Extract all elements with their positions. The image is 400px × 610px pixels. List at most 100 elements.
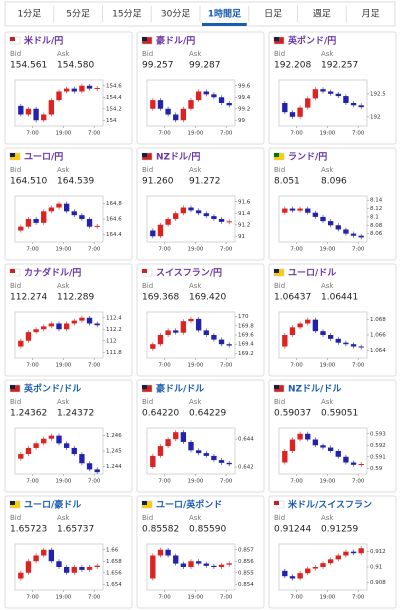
x-tick-label: 7:00 (88, 595, 101, 601)
candle (18, 226, 24, 231)
pair-name[interactable]: NZドル/ドル (288, 384, 341, 395)
candle (203, 563, 209, 566)
tab[interactable]: 月足 (362, 9, 380, 20)
y-tick-label: 91.2 (238, 222, 250, 228)
candle (150, 230, 156, 237)
candle (282, 451, 288, 463)
pair-name[interactable]: 豪ドル/ドル (156, 383, 204, 395)
tab[interactable]: 30分足 (161, 9, 190, 20)
pair-name[interactable]: 米ドル/円 (23, 35, 63, 47)
y-tick-label: 0.912 (370, 549, 386, 555)
y-tick-label: 0.593 (370, 431, 386, 437)
pair-name[interactable]: スイスフラン/円 (156, 268, 222, 279)
x-tick-label: 7:00 (158, 595, 171, 601)
candle (33, 108, 39, 121)
tab[interactable]: 5分足 (66, 9, 90, 20)
tab[interactable]: 15分足 (112, 9, 141, 20)
candle (218, 339, 225, 345)
candle (188, 561, 194, 567)
bid-value: 8.051 (274, 177, 300, 187)
candle (282, 208, 288, 213)
candle (165, 439, 171, 447)
candle (289, 327, 296, 335)
ask-label: Ask (189, 166, 202, 174)
candle (297, 433, 303, 440)
candle (312, 89, 319, 99)
candle (358, 105, 364, 108)
bid-value: 0.64220 (142, 409, 179, 419)
candle (180, 563, 187, 567)
tab[interactable]: 週足 (313, 9, 331, 20)
candle (180, 207, 187, 214)
ask-value: 164.539 (57, 177, 94, 187)
pair-name[interactable]: 英ポンド/ドル (23, 383, 81, 395)
x-tick-label: 7:00 (26, 595, 39, 601)
candle (297, 323, 303, 328)
bid-label: Bid (10, 282, 21, 290)
pair-name[interactable]: 英ポンド/円 (287, 35, 336, 47)
candle (188, 318, 194, 322)
ask-label: Ask (321, 282, 334, 290)
flag-part (274, 37, 279, 41)
candle (165, 330, 171, 335)
pair-name[interactable]: ユーロ/英ポンド (156, 499, 222, 511)
candle (48, 207, 55, 212)
x-tick-label: 19:00 (319, 595, 335, 601)
y-tick-label: 1.246 (106, 433, 122, 439)
tab[interactable]: 1分足 (18, 9, 42, 20)
tab[interactable]: 日足 (264, 9, 282, 20)
candle (335, 451, 341, 457)
candle (157, 224, 164, 237)
candle (71, 447, 77, 455)
candle (18, 340, 24, 347)
ask-value: 112.289 (57, 293, 94, 303)
ask-label: Ask (189, 50, 202, 58)
x-tick-label: 7:00 (290, 131, 303, 137)
y-tick-label: 1.66 (106, 547, 119, 553)
tab-underline (202, 23, 247, 26)
bid-value: 0.59037 (274, 409, 311, 419)
bid-label: Bid (10, 166, 21, 174)
candle (358, 463, 364, 465)
candle (335, 225, 341, 230)
candle (297, 573, 303, 579)
pair-name[interactable]: カナダドル/円 (24, 267, 81, 279)
y-tick-label: 1.066 (370, 333, 386, 339)
y-tick-label: 0.857 (238, 547, 254, 553)
bid-value: 1.06437 (274, 293, 311, 303)
y-tick-label: 1.245 (106, 449, 122, 455)
pair-name[interactable]: ユーロ/豪ドル (24, 499, 81, 511)
pair-name[interactable]: ユーロ/ドル (288, 268, 336, 279)
candle (79, 454, 85, 464)
candle (25, 561, 32, 573)
y-tick-label: 0.591 (370, 454, 386, 460)
candle (157, 335, 164, 345)
flag-part (142, 501, 147, 505)
candle (282, 570, 288, 577)
y-tick-label: 1.656 (106, 570, 122, 576)
candle (320, 563, 326, 567)
y-tick-label: 99.4 (238, 95, 251, 101)
ask-value: 1.65737 (57, 525, 94, 535)
pair-name[interactable]: ユーロ/円 (24, 152, 63, 163)
ask-value: 1.06441 (321, 293, 358, 303)
pair-name[interactable]: 米ドル/スイスフラン (287, 499, 372, 511)
candle (312, 319, 319, 332)
flag-part (274, 501, 279, 505)
bid-value: 0.85582 (142, 525, 179, 535)
y-tick-label: 169.2 (238, 351, 254, 357)
candle (358, 548, 364, 554)
candle (79, 567, 85, 570)
candle (25, 447, 32, 455)
pair-name[interactable]: 豪ドル/円 (156, 35, 195, 47)
pair-name[interactable]: NZドル/円 (156, 152, 200, 163)
tab[interactable]: 1時間足 (208, 8, 242, 20)
y-tick-label: 0.856 (238, 559, 254, 565)
pair-name[interactable]: ランド/円 (288, 152, 327, 163)
candle (289, 208, 296, 211)
bid-value: 192.208 (274, 61, 311, 71)
candle (56, 203, 62, 208)
candle (188, 441, 194, 451)
candle (94, 565, 100, 567)
y-tick-label: 164.4 (106, 232, 122, 238)
